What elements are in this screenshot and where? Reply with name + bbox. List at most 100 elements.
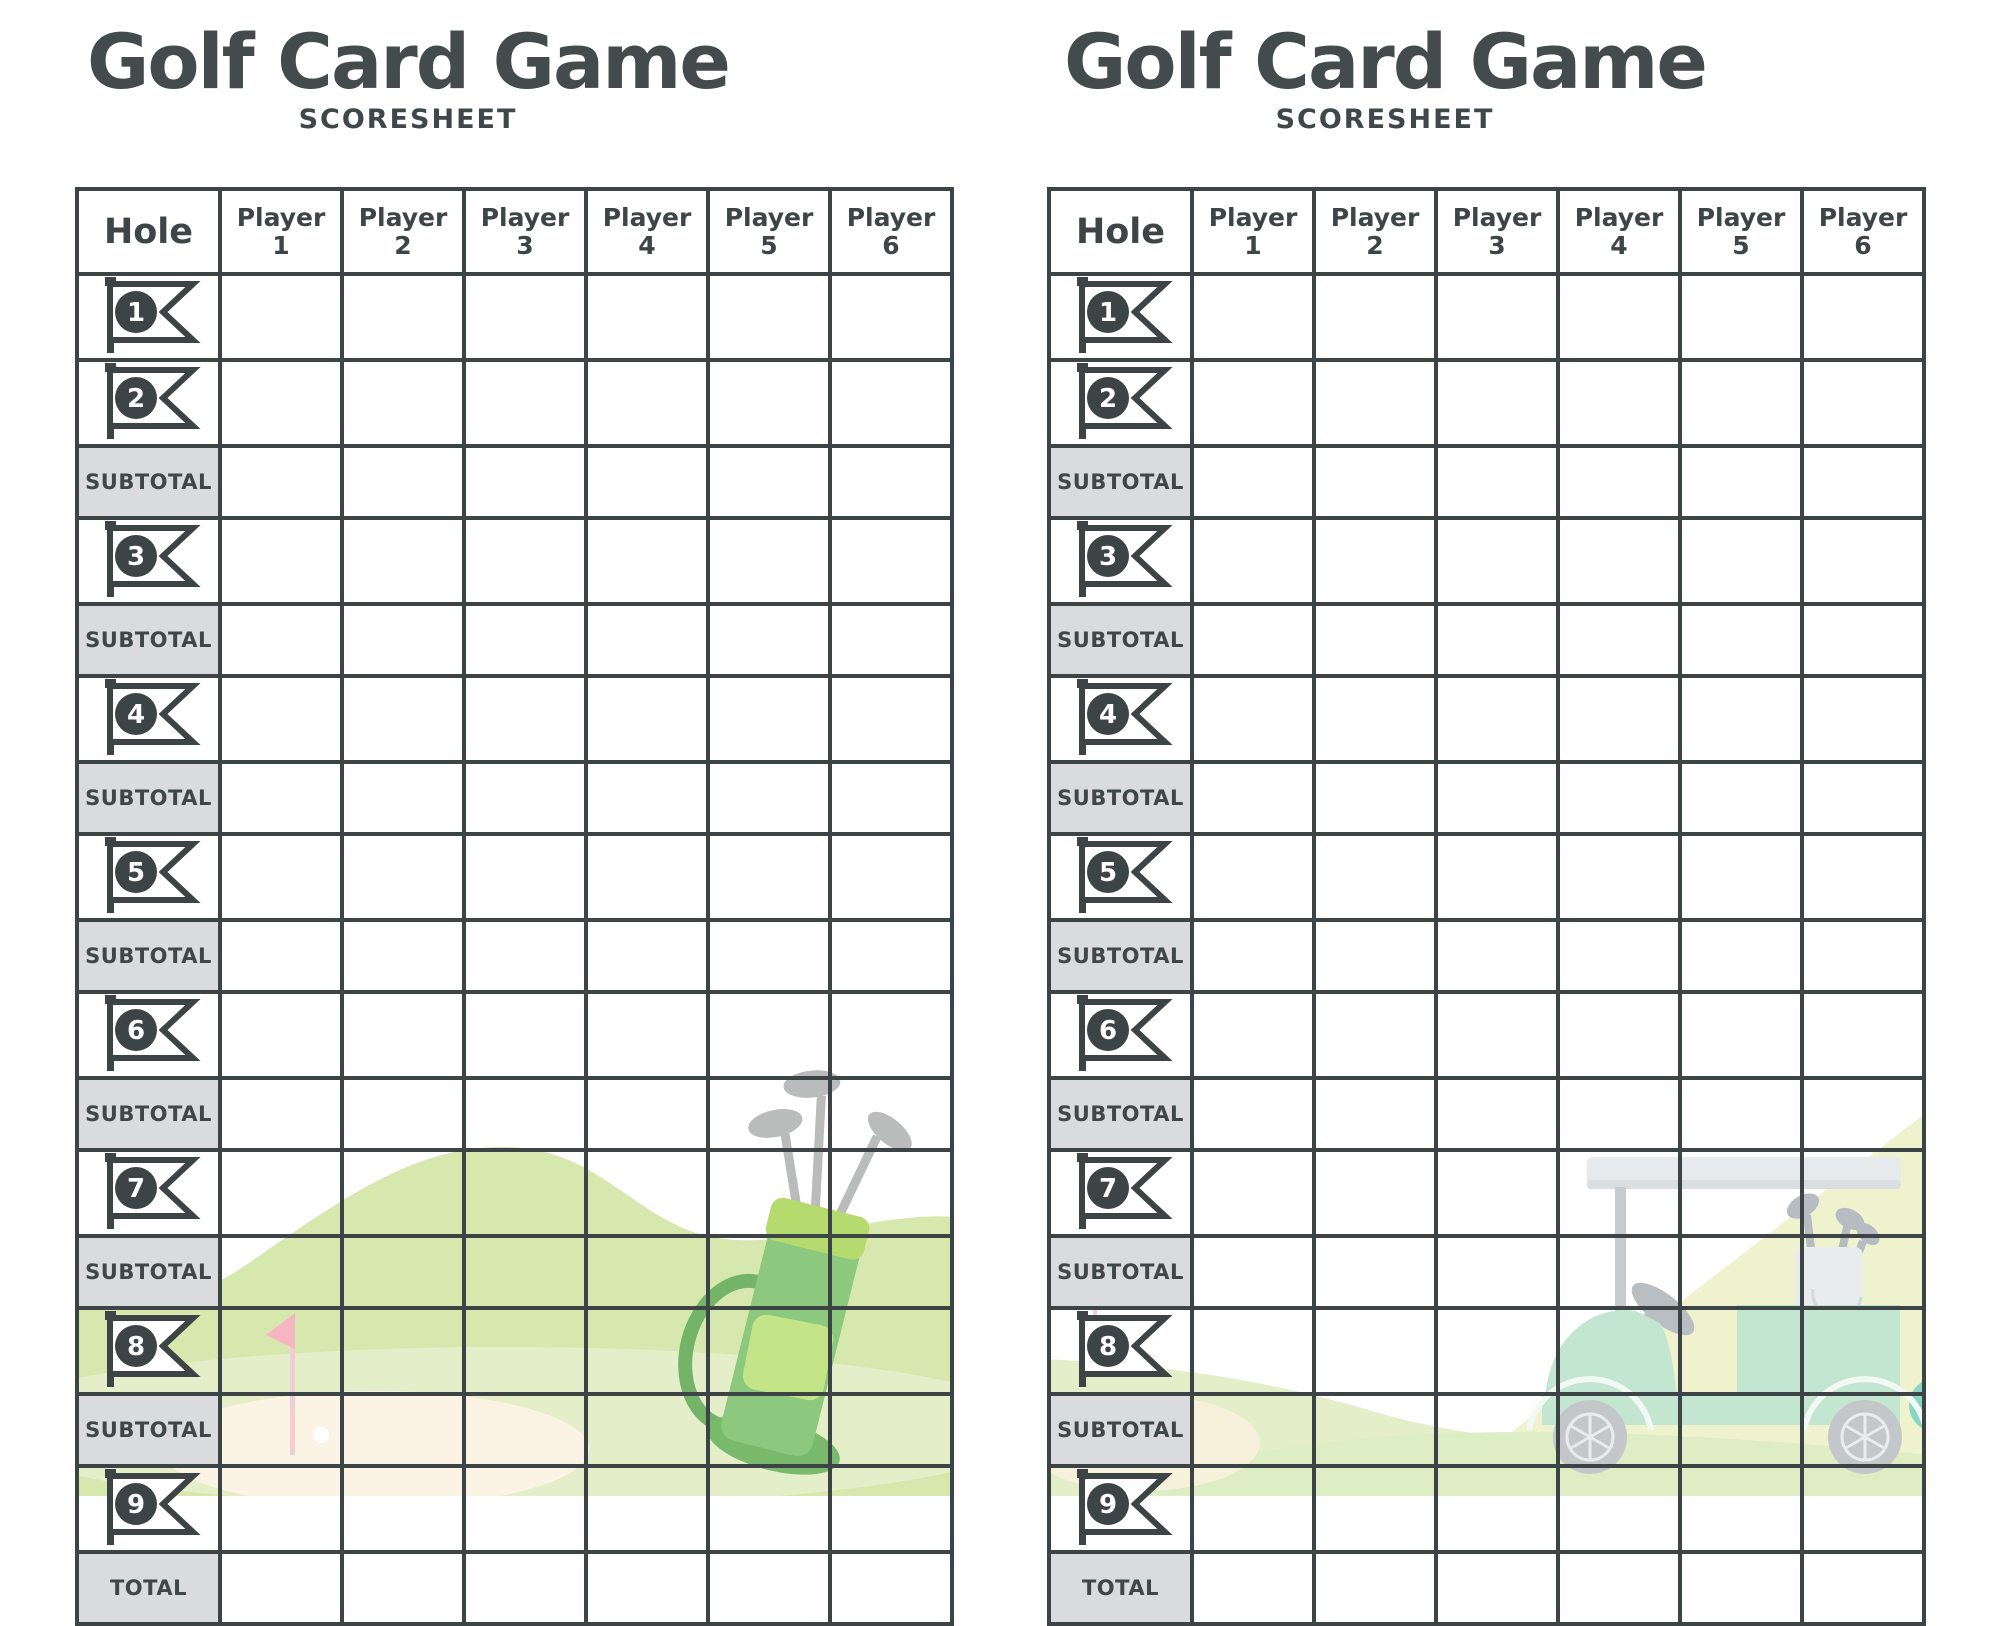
score-cell[interactable] bbox=[462, 1148, 588, 1238]
score-cell[interactable] bbox=[828, 602, 954, 678]
score-cell[interactable] bbox=[584, 1392, 710, 1468]
score-cell[interactable] bbox=[1556, 1076, 1682, 1152]
score-cell[interactable] bbox=[706, 674, 832, 764]
score-cell[interactable] bbox=[1312, 990, 1438, 1080]
score-cell[interactable] bbox=[462, 1306, 588, 1396]
score-cell[interactable] bbox=[1556, 358, 1682, 448]
score-cell[interactable] bbox=[1678, 516, 1804, 606]
score-cell[interactable] bbox=[706, 1234, 832, 1310]
score-cell[interactable] bbox=[1800, 272, 1926, 362]
score-cell[interactable] bbox=[1678, 1550, 1804, 1626]
score-cell[interactable] bbox=[462, 358, 588, 448]
score-cell[interactable] bbox=[1190, 1076, 1316, 1152]
score-cell[interactable] bbox=[1312, 760, 1438, 836]
score-cell[interactable] bbox=[1312, 1464, 1438, 1554]
score-cell[interactable] bbox=[1434, 1306, 1560, 1396]
score-cell[interactable] bbox=[1190, 1234, 1316, 1310]
score-cell[interactable] bbox=[1312, 1392, 1438, 1468]
score-cell[interactable] bbox=[1678, 832, 1804, 922]
score-cell[interactable] bbox=[1800, 1392, 1926, 1468]
score-cell[interactable] bbox=[706, 1392, 832, 1468]
score-cell[interactable] bbox=[584, 1306, 710, 1396]
score-cell[interactable] bbox=[1800, 760, 1926, 836]
score-cell[interactable] bbox=[1190, 832, 1316, 922]
score-cell[interactable] bbox=[1190, 1148, 1316, 1238]
score-cell[interactable] bbox=[340, 1076, 466, 1152]
score-cell[interactable] bbox=[1190, 272, 1316, 362]
score-cell[interactable] bbox=[462, 516, 588, 606]
score-cell[interactable] bbox=[340, 272, 466, 362]
score-cell[interactable] bbox=[1800, 516, 1926, 606]
score-cell[interactable] bbox=[706, 1550, 832, 1626]
score-cell[interactable] bbox=[218, 1464, 344, 1554]
score-cell[interactable] bbox=[1312, 918, 1438, 994]
score-cell[interactable] bbox=[1190, 358, 1316, 448]
score-cell[interactable] bbox=[1800, 1464, 1926, 1554]
score-cell[interactable] bbox=[828, 272, 954, 362]
score-cell[interactable] bbox=[1556, 1550, 1682, 1626]
score-cell[interactable] bbox=[706, 602, 832, 678]
score-cell[interactable] bbox=[1556, 602, 1682, 678]
score-cell[interactable] bbox=[584, 602, 710, 678]
score-cell[interactable] bbox=[1312, 1306, 1438, 1396]
score-cell[interactable] bbox=[1190, 1464, 1316, 1554]
score-cell[interactable] bbox=[584, 1464, 710, 1554]
score-cell[interactable] bbox=[828, 1148, 954, 1238]
score-cell[interactable] bbox=[584, 1550, 710, 1626]
score-cell[interactable] bbox=[340, 990, 466, 1080]
score-cell[interactable] bbox=[218, 1306, 344, 1396]
score-cell[interactable] bbox=[462, 1234, 588, 1310]
score-cell[interactable] bbox=[706, 1464, 832, 1554]
score-cell[interactable] bbox=[462, 1464, 588, 1554]
score-cell[interactable] bbox=[828, 832, 954, 922]
score-cell[interactable] bbox=[1678, 1148, 1804, 1238]
score-cell[interactable] bbox=[218, 674, 344, 764]
score-cell[interactable] bbox=[1556, 832, 1682, 922]
score-cell[interactable] bbox=[1556, 272, 1682, 362]
score-cell[interactable] bbox=[1190, 516, 1316, 606]
score-cell[interactable] bbox=[706, 832, 832, 922]
score-cell[interactable] bbox=[1434, 444, 1560, 520]
score-cell[interactable] bbox=[1800, 1234, 1926, 1310]
score-cell[interactable] bbox=[1434, 1148, 1560, 1238]
score-cell[interactable] bbox=[828, 1076, 954, 1152]
score-cell[interactable] bbox=[1312, 602, 1438, 678]
score-cell[interactable] bbox=[584, 1148, 710, 1238]
score-cell[interactable] bbox=[584, 760, 710, 836]
score-cell[interactable] bbox=[218, 760, 344, 836]
score-cell[interactable] bbox=[828, 516, 954, 606]
score-cell[interactable] bbox=[1190, 1550, 1316, 1626]
score-cell[interactable] bbox=[218, 1234, 344, 1310]
score-cell[interactable] bbox=[340, 1148, 466, 1238]
score-cell[interactable] bbox=[1556, 674, 1682, 764]
score-cell[interactable] bbox=[1556, 760, 1682, 836]
score-cell[interactable] bbox=[340, 674, 466, 764]
score-cell[interactable] bbox=[1678, 918, 1804, 994]
score-cell[interactable] bbox=[1190, 1306, 1316, 1396]
score-cell[interactable] bbox=[462, 674, 588, 764]
score-cell[interactable] bbox=[1800, 832, 1926, 922]
score-cell[interactable] bbox=[706, 1148, 832, 1238]
score-cell[interactable] bbox=[1556, 990, 1682, 1080]
score-cell[interactable] bbox=[1800, 602, 1926, 678]
score-cell[interactable] bbox=[1556, 444, 1682, 520]
score-cell[interactable] bbox=[1800, 1148, 1926, 1238]
score-cell[interactable] bbox=[584, 358, 710, 448]
score-cell[interactable] bbox=[584, 516, 710, 606]
score-cell[interactable] bbox=[828, 674, 954, 764]
score-cell[interactable] bbox=[828, 1234, 954, 1310]
score-cell[interactable] bbox=[218, 516, 344, 606]
score-cell[interactable] bbox=[828, 358, 954, 448]
score-cell[interactable] bbox=[1800, 918, 1926, 994]
score-cell[interactable] bbox=[1434, 832, 1560, 922]
score-cell[interactable] bbox=[1678, 602, 1804, 678]
score-cell[interactable] bbox=[1800, 444, 1926, 520]
score-cell[interactable] bbox=[218, 444, 344, 520]
score-cell[interactable] bbox=[462, 602, 588, 678]
score-cell[interactable] bbox=[1434, 1234, 1560, 1310]
score-cell[interactable] bbox=[1312, 674, 1438, 764]
score-cell[interactable] bbox=[828, 1464, 954, 1554]
score-cell[interactable] bbox=[1312, 272, 1438, 362]
score-cell[interactable] bbox=[462, 1550, 588, 1626]
score-cell[interactable] bbox=[1800, 1306, 1926, 1396]
